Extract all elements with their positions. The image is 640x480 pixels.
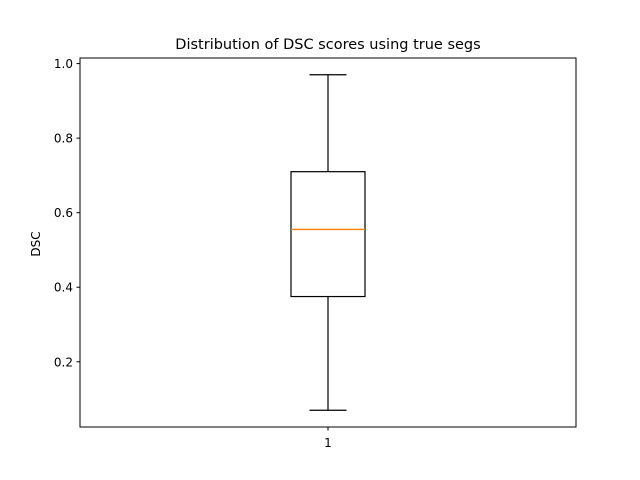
- plot-area: 0.2 0.4 0.6 0.8 1.0 1: [54, 57, 366, 450]
- y-tick-label: 0.6: [54, 206, 73, 220]
- chart-title: Distribution of DSC scores using true se…: [175, 37, 480, 53]
- y-tick-label: 0.2: [54, 355, 73, 369]
- axes-frame: [79, 57, 577, 428]
- y-axis-label: DSC: [29, 231, 43, 256]
- y-tick-label: 0.8: [54, 132, 73, 146]
- iqr-box: [290, 171, 366, 298]
- y-tick-label: 0.4: [54, 281, 73, 295]
- y-tick-label: 1.0: [54, 57, 73, 71]
- x-tick-label: 1: [324, 436, 332, 450]
